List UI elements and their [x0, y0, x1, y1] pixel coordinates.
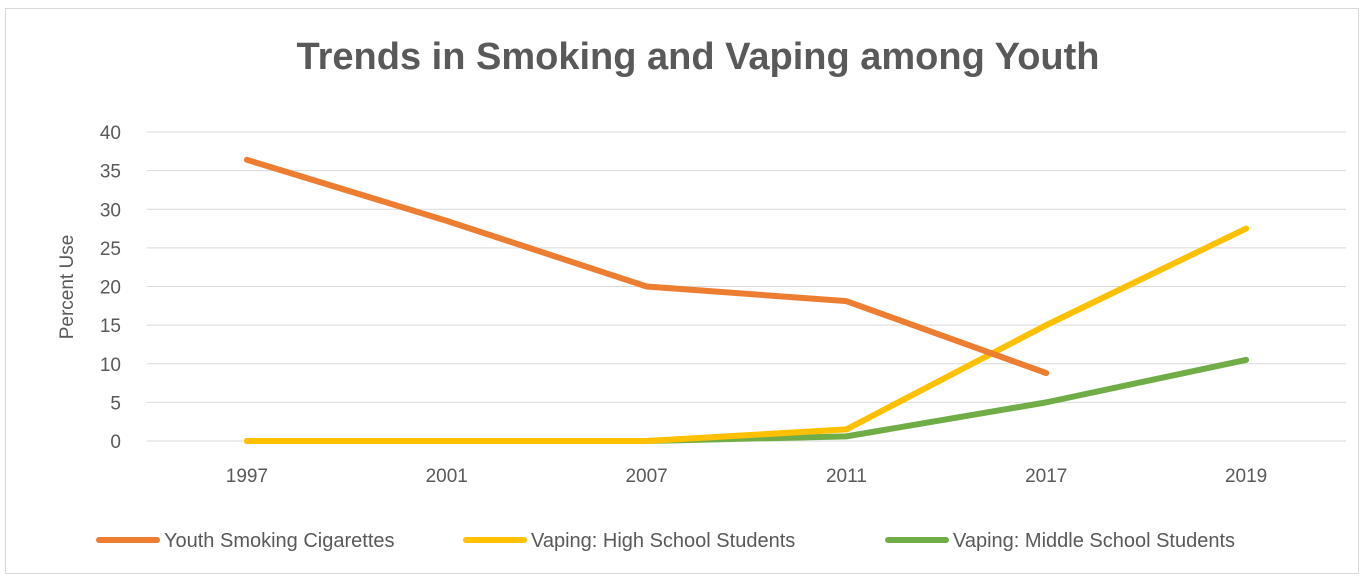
- x-tick-label: 1997: [226, 466, 268, 487]
- series-line-2: [243, 356, 1250, 444]
- x-tick-label: 2017: [1025, 466, 1067, 487]
- series-line-0: [243, 156, 1050, 377]
- y-axis-ticks: 0 5 10 15 20 25 30 35 40: [100, 123, 121, 453]
- chart-title: Trends in Smoking and Vaping among Youth: [296, 36, 1100, 78]
- x-axis-ticks: 1997 2001 2007 2011 2017 2019: [226, 466, 1267, 487]
- y-tick-label: 15: [100, 316, 121, 337]
- x-tick-label: 2007: [625, 466, 667, 487]
- y-axis-title: Percent Use: [57, 235, 78, 340]
- y-tick-label: 35: [100, 162, 121, 183]
- x-tick-label: 2011: [826, 466, 867, 487]
- y-tick-label: 30: [100, 200, 121, 221]
- y-tick-label: 25: [100, 239, 121, 260]
- y-tick-label: 40: [100, 123, 121, 144]
- y-tick-label: 5: [110, 393, 121, 414]
- legend: Youth Smoking Cigarettes Vaping: High Sch…: [96, 530, 1235, 552]
- y-tick-label: 20: [100, 278, 121, 299]
- series-line-1: [243, 225, 1250, 444]
- legend-label: Vaping: Middle School Students: [953, 530, 1235, 552]
- y-tick-label: 0: [110, 432, 121, 453]
- x-tick-label: 2001: [426, 466, 468, 487]
- series-lines: [243, 156, 1250, 444]
- legend-label: Vaping: High School Students: [531, 530, 795, 552]
- gridlines: [147, 131, 1346, 442]
- x-tick-label: 2019: [1225, 466, 1267, 487]
- y-tick-label: 10: [100, 355, 121, 376]
- legend-label: Youth Smoking Cigarettes: [164, 530, 395, 552]
